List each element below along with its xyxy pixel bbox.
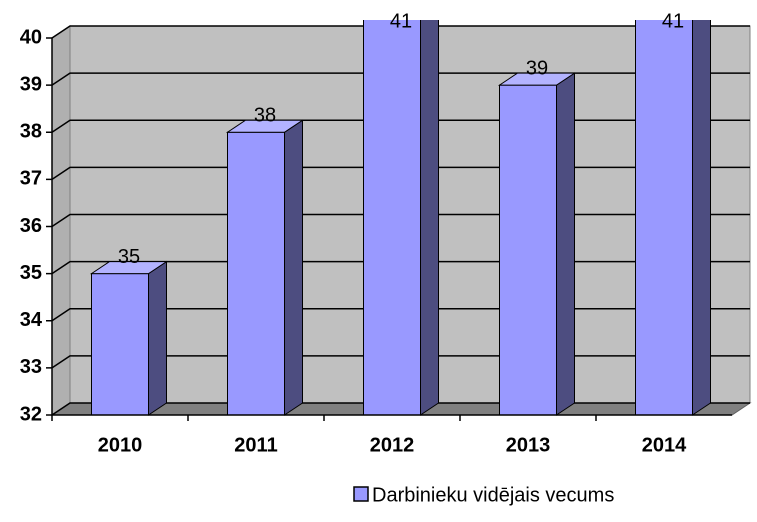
labels: 32 33 34 35 36 37 38 39 40 2010 35 2011 38 2012 41 2013… <box>20 10 732 456</box>
x-tick-label: 2011 <box>234 434 277 456</box>
bar-top <box>89 261 169 275</box>
y-tick-label: 38 <box>20 121 42 143</box>
bar <box>497 72 577 416</box>
bar-top <box>497 72 577 86</box>
bars <box>89 20 711 416</box>
data-label: 41 <box>662 10 684 32</box>
bar-front <box>499 84 557 416</box>
y-tick-label: 37 <box>20 168 42 190</box>
data-label: 39 <box>526 57 548 79</box>
bar <box>225 119 305 416</box>
bar-front <box>363 20 421 416</box>
y-tick-label: 39 <box>20 73 42 95</box>
bar <box>635 20 711 416</box>
bar-side <box>692 20 711 416</box>
bar-side <box>556 72 575 416</box>
data-label: 41 <box>390 10 412 32</box>
x-tick-label: 2010 <box>98 434 143 456</box>
y-tick-label: 33 <box>20 356 42 378</box>
bar-side <box>420 20 439 416</box>
legend-label: Darbinieku vidējais vecums <box>372 484 614 506</box>
y-tick-label: 40 <box>20 26 42 48</box>
grid-line <box>51 25 750 39</box>
bar-side <box>284 119 303 416</box>
bar-top <box>225 119 305 133</box>
y-tick-label: 35 <box>20 262 42 284</box>
bar <box>89 260 169 416</box>
bar-front <box>227 131 285 416</box>
x-tick-label: 2014 <box>642 434 687 456</box>
y-tick-label: 32 <box>20 403 42 425</box>
y-tick-label: 34 <box>20 309 43 331</box>
bar-front <box>91 273 149 416</box>
x-tick-label: 2012 <box>370 434 415 456</box>
bar <box>363 20 439 416</box>
x-tick-label: 2013 <box>506 434 551 456</box>
legend-swatch <box>353 486 369 502</box>
data-label: 38 <box>254 105 276 127</box>
data-label: 35 <box>118 246 140 268</box>
bar-side <box>148 260 167 416</box>
bar-front <box>635 20 693 416</box>
y-tick-label: 36 <box>20 215 42 237</box>
